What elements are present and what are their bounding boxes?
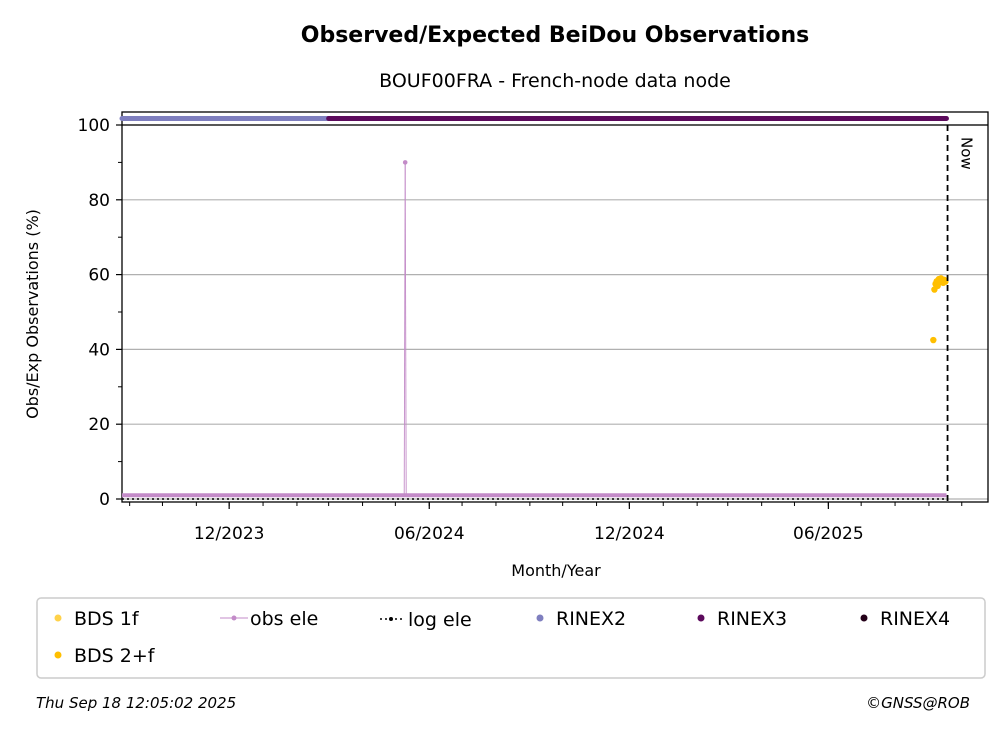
legend-box bbox=[36, 597, 986, 679]
plot-frame bbox=[121, 111, 989, 503]
x-tick-label: 12/2024 bbox=[594, 524, 665, 544]
legend: BDS 1f obs ele log ele RINEX2 RINEX3 RINEX4 BD… bbox=[36, 597, 986, 679]
legend-label: RINEX2 bbox=[556, 608, 626, 630]
bds-point bbox=[930, 336, 937, 344]
chart-subtitle: BOUF00FRA - French-node data node bbox=[379, 70, 731, 92]
legend-label: BDS 2+f bbox=[74, 645, 156, 667]
obs-ele-point bbox=[402, 160, 408, 165]
y-tick-label: 80 bbox=[88, 191, 110, 211]
legend-label: RINEX4 bbox=[880, 608, 950, 630]
legend-marker bbox=[54, 651, 62, 659]
plot-area: 0 20 40 60 80 100 12/2023 06/2024 12/2024 06/2025… bbox=[78, 111, 989, 544]
y-tick-label: 100 bbox=[78, 116, 110, 136]
y-tick-label: 60 bbox=[88, 266, 110, 286]
legend-label: RINEX3 bbox=[717, 608, 787, 630]
x-tick-label: 06/2025 bbox=[793, 524, 864, 544]
now-marker-label: Now bbox=[958, 137, 976, 170]
timestamp-label: Thu Sep 18 12:05:02 2025 bbox=[36, 694, 237, 712]
y-tick-label: 40 bbox=[88, 340, 110, 360]
credit-label: ©GNSS@ROB bbox=[866, 694, 970, 712]
legend-marker bbox=[860, 614, 868, 622]
y-tick-label: 0 bbox=[99, 490, 110, 510]
x-tick-label: 06/2024 bbox=[394, 524, 465, 544]
legend-label: BDS 1f bbox=[74, 608, 140, 630]
legend-marker bbox=[536, 614, 544, 622]
y-axis-label: Obs/Exp Observations (%) bbox=[23, 209, 42, 419]
y-tick-label: 20 bbox=[88, 415, 110, 435]
legend-label: obs ele bbox=[250, 608, 318, 630]
legend-marker bbox=[231, 615, 237, 621]
legend-marker bbox=[697, 614, 705, 622]
chart-title: Observed/Expected BeiDou Observations bbox=[301, 23, 810, 48]
legend-marker bbox=[389, 617, 393, 621]
obs-ele-spike bbox=[404, 162, 407, 496]
x-tick-label: 12/2023 bbox=[194, 524, 265, 544]
legend-label: log ele bbox=[408, 609, 472, 631]
x-axis-label: Month/Year bbox=[511, 561, 601, 580]
legend-marker bbox=[54, 614, 62, 622]
